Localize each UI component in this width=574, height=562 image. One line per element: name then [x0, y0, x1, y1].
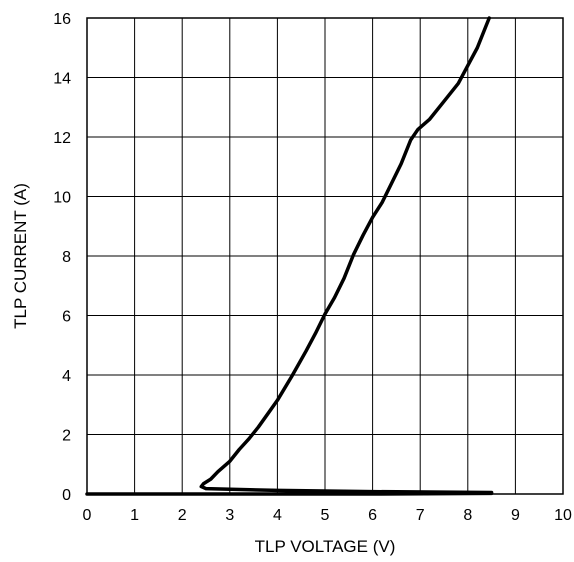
y-tick-label: 8: [62, 249, 71, 266]
y-tick-label: 6: [62, 309, 71, 326]
y-tick-label: 10: [53, 190, 71, 207]
y-tick-label: 4: [62, 368, 71, 385]
x-tick-label: 4: [273, 507, 282, 524]
y-tick-label: 0: [62, 487, 71, 504]
x-tick-label: 3: [225, 507, 234, 524]
y-tick-label: 12: [53, 130, 71, 147]
x-tick-label: 2: [178, 507, 187, 524]
x-tick-label: 6: [368, 507, 377, 524]
x-tick-label: 9: [511, 507, 520, 524]
x-axis-label: TLP VOLTAGE (V): [255, 537, 396, 556]
y-tick-label: 2: [62, 428, 71, 445]
series-line: [85, 16, 494, 496]
series-group: [85, 16, 494, 496]
x-tick-label: 1: [130, 507, 139, 524]
y-tick-label: 16: [53, 11, 71, 28]
x-tick-label: 8: [463, 507, 472, 524]
y-tick-label: 14: [53, 71, 71, 88]
x-tick-label: 10: [554, 507, 572, 524]
x-tick-labels: 0 1 2 3 4 5 6 7 8 9 10: [83, 507, 572, 524]
y-axis-label: TLP CURRENT (A): [11, 183, 30, 329]
x-tick-label: 5: [321, 507, 330, 524]
x-tick-label: 0: [83, 507, 92, 524]
y-tick-labels: 0 2 4 6 8 10 12 14 16: [53, 11, 71, 504]
x-tick-label: 7: [416, 507, 425, 524]
